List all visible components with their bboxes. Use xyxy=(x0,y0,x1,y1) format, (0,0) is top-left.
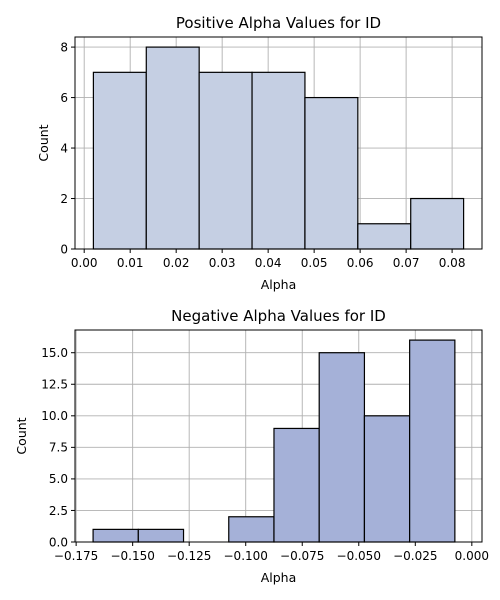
y-tick-label: 2 xyxy=(60,192,68,206)
y-tick-label: 15.0 xyxy=(41,346,68,360)
histogram-bar xyxy=(92,528,139,543)
x-axis-label: Alpha xyxy=(261,277,297,292)
x-tick-label: −0.150 xyxy=(110,549,154,563)
histogram-bar xyxy=(137,528,185,543)
y-tick-label: 0.0 xyxy=(49,535,68,549)
y-axis-label: Count xyxy=(36,124,51,161)
axes: −0.175 −0.150 −0.125 −0.100 −0.075 −0.050 −0.0… xyxy=(41,329,489,563)
x-tick-label: 0.01 xyxy=(117,256,144,270)
histogram-bar xyxy=(410,197,465,250)
chart-title: Positive Alpha Values for ID xyxy=(176,14,381,32)
histogram-bar xyxy=(251,71,306,250)
chart-negative-alpha: Negative Alpha Values for ID Alpha Count… xyxy=(14,307,489,585)
histogram-bar xyxy=(318,352,366,543)
x-tick-label: 0.02 xyxy=(163,256,190,270)
x-tick-label: 0.05 xyxy=(301,256,328,270)
histogram-bar xyxy=(228,516,275,543)
x-tick-label: 0.06 xyxy=(347,256,374,270)
histogram-bar xyxy=(145,46,200,250)
histogram-bar xyxy=(363,415,411,543)
histogram-bar xyxy=(273,427,320,543)
chart-title: Negative Alpha Values for ID xyxy=(171,307,386,325)
y-tick-label: 4 xyxy=(60,141,68,155)
x-tick-label: 0.03 xyxy=(209,256,236,270)
y-axis-label: Count xyxy=(14,417,29,454)
histogram-bar xyxy=(92,71,147,250)
y-tick-label: 5.0 xyxy=(49,472,68,486)
x-tick-label: 0.07 xyxy=(393,256,420,270)
axes-frame xyxy=(74,329,483,543)
x-axis-label: Alpha xyxy=(261,570,297,585)
bars xyxy=(92,46,465,250)
x-tick-label: −0.075 xyxy=(280,549,324,563)
x-tick-label: 0.00 xyxy=(71,256,98,270)
y-tick-label: 8 xyxy=(60,40,68,54)
y-tick-label: 12.5 xyxy=(41,378,68,392)
y-tick-label: 0 xyxy=(60,242,68,256)
y-tick-label: 7.5 xyxy=(49,441,68,455)
y-tick-label: 10.0 xyxy=(41,409,68,423)
y-tick-label: 6 xyxy=(60,91,68,105)
x-tick-label: −0.050 xyxy=(337,549,381,563)
y-tick-label: 2.5 xyxy=(49,504,68,518)
histogram-bar xyxy=(198,71,253,250)
histogram-bar xyxy=(357,223,412,250)
x-tick-label: 0.08 xyxy=(439,256,466,270)
histogram-bar xyxy=(409,339,456,543)
x-tick-label: −0.100 xyxy=(224,549,268,563)
histogram-bar xyxy=(304,96,359,250)
x-tick-label: 0.04 xyxy=(255,256,282,270)
x-tick-label: −0.125 xyxy=(167,549,211,563)
x-tick-label: −0.175 xyxy=(54,549,98,563)
x-tick-label: −0.025 xyxy=(393,549,437,563)
chart-positive-alpha: Positive Alpha Values for ID Alpha Count… xyxy=(36,14,483,292)
x-tick-label: 0.000 xyxy=(455,549,489,563)
axes: 0.00 0.01 0.02 0.03 0.04 0.05 0.06 0.07 0.08 0 2 4 6… xyxy=(60,36,483,270)
axes-frame xyxy=(74,36,483,250)
